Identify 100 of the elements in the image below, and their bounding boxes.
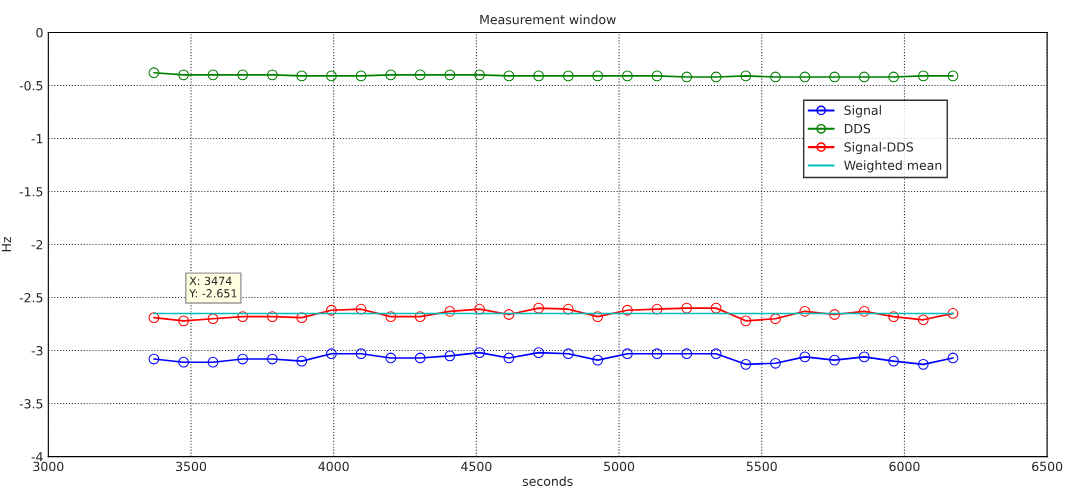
point — [444, 350, 456, 362]
point — [207, 356, 219, 368]
point — [681, 71, 693, 83]
point — [503, 309, 515, 320]
point — [414, 69, 426, 81]
point — [799, 305, 811, 317]
point — [562, 303, 574, 315]
point — [474, 303, 485, 315]
point — [414, 311, 426, 322]
point — [385, 352, 397, 364]
y-tick-label: -3 — [31, 346, 43, 356]
point — [207, 313, 219, 325]
y-tick-label: -0.5 — [19, 80, 43, 91]
x-tick-label: 6000 — [889, 461, 920, 472]
point — [858, 351, 870, 363]
point — [917, 358, 929, 370]
point — [710, 302, 722, 314]
point — [888, 355, 899, 367]
legend-label: Signal — [844, 105, 881, 118]
point — [740, 315, 752, 327]
x-tick-label: 6500 — [1032, 461, 1063, 472]
point — [326, 348, 337, 360]
point — [917, 70, 929, 82]
point — [858, 305, 870, 317]
point — [592, 70, 604, 82]
y-tick-label: -1.5 — [19, 187, 43, 197]
x-tick-label: 3000 — [33, 461, 64, 472]
point — [858, 71, 870, 83]
point — [592, 311, 604, 322]
point — [503, 352, 515, 364]
y-tick-label: -4 — [31, 452, 43, 462]
y-tick-label: -2 — [31, 239, 43, 250]
point — [621, 70, 633, 82]
point — [592, 354, 604, 366]
point — [296, 70, 308, 82]
x-tick-label: 4500 — [461, 461, 492, 472]
point — [947, 352, 959, 364]
point — [799, 71, 811, 83]
point — [326, 304, 337, 316]
point — [414, 352, 426, 364]
point — [178, 69, 189, 81]
point — [148, 353, 160, 365]
point — [148, 67, 160, 79]
point — [178, 315, 189, 327]
point — [178, 356, 189, 368]
x-tick-label: 4000 — [318, 461, 349, 472]
point — [385, 69, 397, 81]
y-tick-label: -3.5 — [19, 399, 43, 409]
point — [562, 348, 574, 360]
legend-label: Signal-DDS — [844, 141, 914, 155]
y-tick-label: -2.5 — [19, 293, 43, 303]
chart-title: Measurement window — [480, 14, 616, 25]
point — [148, 312, 160, 324]
point — [740, 358, 752, 370]
point — [237, 353, 249, 365]
legend-label: Weighted mean — [844, 160, 942, 173]
point — [474, 69, 485, 81]
point — [355, 348, 367, 360]
point — [651, 348, 663, 360]
point — [533, 347, 544, 359]
point — [651, 70, 663, 82]
point — [888, 311, 899, 322]
point — [770, 313, 781, 325]
point — [207, 69, 219, 81]
point — [266, 69, 278, 81]
point — [917, 314, 929, 326]
point — [829, 71, 840, 83]
point — [266, 353, 278, 365]
point — [740, 70, 752, 82]
point — [829, 354, 840, 366]
point — [444, 305, 456, 317]
point — [533, 70, 544, 82]
point — [621, 348, 633, 360]
x-axis-title: seconds — [522, 476, 573, 486]
point — [385, 311, 397, 322]
y-tick-label: -1 — [31, 134, 43, 144]
point — [770, 71, 781, 83]
point — [681, 302, 693, 314]
point — [444, 69, 456, 81]
annotation: X: 3474 Y: -2.651 — [189, 276, 237, 298]
point — [888, 71, 899, 83]
point — [474, 347, 485, 359]
point — [710, 71, 722, 83]
point — [562, 70, 574, 82]
point — [355, 70, 367, 82]
point — [533, 302, 544, 314]
point — [799, 351, 811, 363]
y-axis-title: Hz — [1, 237, 11, 252]
y-tick-label: 0 — [36, 27, 43, 38]
point — [296, 312, 308, 324]
point — [947, 70, 959, 82]
point — [829, 309, 840, 320]
point — [296, 355, 308, 367]
x-tick-label: 5000 — [604, 461, 635, 472]
x-tick-label: 5500 — [746, 461, 777, 472]
point — [621, 304, 633, 316]
point — [710, 348, 722, 360]
point — [237, 311, 249, 322]
point — [326, 70, 337, 82]
legend-label: DDS — [844, 123, 871, 134]
